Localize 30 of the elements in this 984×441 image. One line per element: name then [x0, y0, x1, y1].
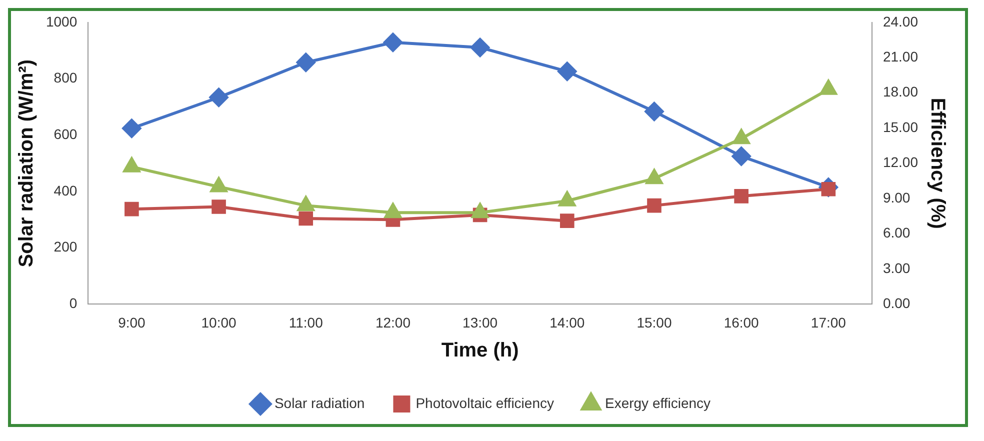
y2-tick-label: 18.00 — [882, 84, 918, 100]
y2-tick-label: 0.00 — [882, 295, 910, 312]
x-tick-label: 9:00 — [118, 314, 146, 330]
x-tick-label: 12:00 — [375, 314, 411, 330]
x-tick-label: 14:00 — [550, 314, 585, 330]
legend-label: Solar radiation — [274, 394, 365, 411]
y-tick-label: 800 — [54, 70, 78, 86]
x-tick-label: 11:00 — [288, 314, 324, 330]
y2-tick-label: 6.00 — [882, 224, 910, 241]
y-tick-label: 0 — [69, 295, 78, 312]
y2-tick-label: 15.00 — [882, 118, 918, 135]
x-axis-title: Time (h) — [441, 340, 519, 362]
y2-tick-label: 24.00 — [882, 13, 918, 30]
y-tick-label: 200 — [54, 238, 78, 255]
y-axis-title: Solar radiation (W/m²) — [16, 59, 38, 268]
y2-tick-label: 3.00 — [882, 260, 910, 276]
y2-tick-label: 9.00 — [882, 189, 910, 206]
y2-tick-label: 12.00 — [882, 154, 918, 170]
legend-label: Photovoltaic efficiency — [416, 394, 554, 411]
x-tick-label: 17:00 — [810, 314, 846, 330]
x-tick-label: 15:00 — [636, 314, 672, 330]
y-tick-label: 1000 — [46, 13, 78, 30]
legend-label: Exergy efficiency — [604, 394, 711, 411]
y-tick-label: 600 — [54, 126, 78, 142]
y2-tick-label: 21.00 — [882, 48, 918, 64]
y2-axis-title: Efficiency (%) — [926, 98, 948, 229]
x-tick-label: 16:00 — [724, 314, 760, 330]
x-tick-label: 13:00 — [462, 314, 498, 330]
x-tick-label: 10:00 — [201, 314, 237, 330]
y-tick-label: 400 — [54, 182, 78, 198]
